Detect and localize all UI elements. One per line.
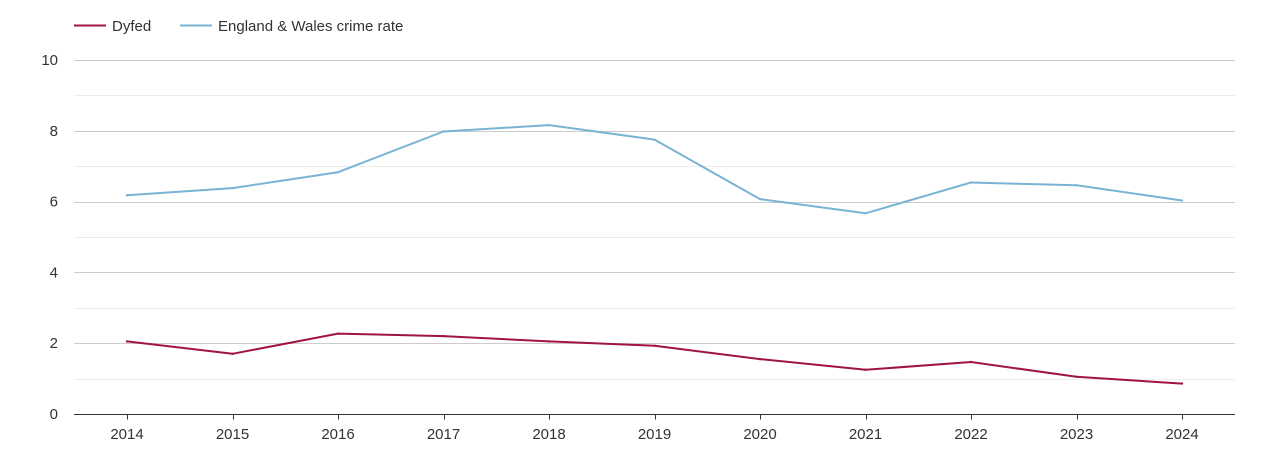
x-tick-label: 2022 — [954, 426, 987, 443]
data-point — [1180, 382, 1184, 385]
data-point — [125, 194, 129, 197]
data-point — [547, 123, 551, 127]
grid-layer — [74, 60, 1235, 380]
data-point — [442, 130, 445, 133]
data-point — [758, 357, 762, 361]
data-point — [442, 334, 445, 338]
legend-label: Dyfed — [112, 18, 151, 35]
data-point — [864, 212, 867, 215]
data-point — [969, 360, 973, 364]
data-point — [231, 352, 234, 356]
legend-item: Dyfed — [74, 18, 151, 35]
x-tick-label: 2015 — [216, 426, 249, 443]
x-tick-label: 2021 — [849, 426, 882, 443]
y-tick-label: 6 — [50, 194, 58, 211]
x-tick-label: 2018 — [532, 426, 565, 443]
x-tick-label: 2016 — [321, 426, 354, 443]
data-point — [336, 171, 340, 174]
series-line-england-wales — [126, 124, 1183, 215]
y-tick-label: 8 — [50, 123, 58, 140]
y-tick-label: 4 — [50, 264, 58, 281]
legend: Dyfed England & Wales crime rate — [74, 18, 403, 35]
legend-label: England & Wales crime rate — [218, 18, 403, 35]
y-tick-label: 2 — [50, 335, 58, 352]
x-tick-label: 2014 — [110, 426, 143, 443]
data-point — [336, 332, 340, 335]
data-point — [653, 138, 656, 141]
data-point — [1180, 199, 1184, 202]
x-tick-label: 2020 — [743, 426, 776, 443]
legend-item: England & Wales crime rate — [180, 18, 403, 35]
data-point — [547, 340, 551, 343]
data-point — [969, 181, 973, 184]
x-tick-label: 2024 — [1165, 426, 1198, 443]
x-tick-label: 2017 — [427, 426, 460, 443]
data-point — [864, 368, 867, 371]
series-line-dyfed — [126, 332, 1183, 385]
y-tick-label: 0 — [50, 406, 58, 423]
data-point — [1075, 184, 1078, 187]
data-point — [125, 340, 129, 343]
data-point — [231, 186, 234, 190]
y-tick-label: 10 — [41, 52, 58, 69]
x-tick-label: 2023 — [1060, 426, 1093, 443]
data-point — [653, 344, 656, 347]
series-layer — [125, 123, 1184, 385]
axis-layer: 0 2 4 6 8 10 2014 2015 2016 2017 2018 2019 2020 2021 2… — [41, 52, 1235, 443]
data-point — [1075, 375, 1078, 379]
x-tick-label: 2019 — [638, 426, 671, 443]
data-point — [758, 197, 762, 201]
